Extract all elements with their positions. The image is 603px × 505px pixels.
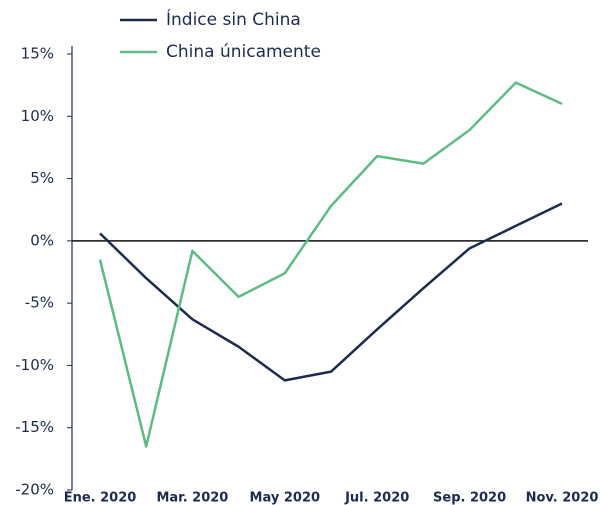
x-tick-label: Sep. 2020	[433, 491, 506, 505]
x-tick-label: Mar. 2020	[156, 491, 228, 505]
series-line	[99, 202, 563, 382]
y-tick-label: 5%	[30, 169, 54, 187]
y-tick-label: 10%	[21, 107, 54, 125]
series-line	[98, 81, 563, 448]
x-tick-label: May 2020	[250, 491, 321, 505]
y-tick-label: 0%	[30, 231, 54, 249]
y-tick-label: -15%	[15, 418, 54, 436]
x-tick-label: Jul. 2020	[344, 491, 409, 505]
y-tick-label: -20%	[15, 481, 54, 499]
legend-label: Índice sin China	[166, 8, 301, 30]
y-tick-label: -10%	[15, 356, 54, 374]
y-tick-label: 15%	[21, 45, 54, 63]
legend-label: China únicamente	[166, 42, 321, 62]
x-tick-label: Ene. 2020	[64, 491, 137, 505]
x-tick-label: Nov. 2020	[526, 491, 599, 505]
y-tick-label: -5%	[25, 294, 54, 312]
